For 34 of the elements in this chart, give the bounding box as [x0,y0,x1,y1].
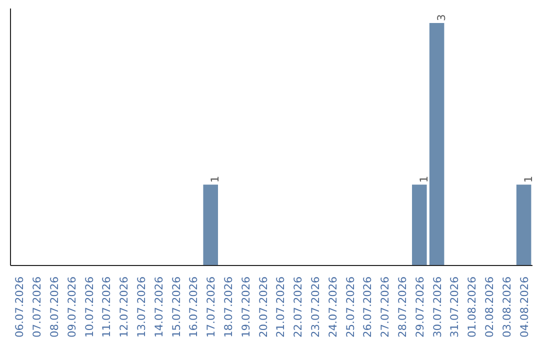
x-tick-label: 17.07.2026 [204,276,218,338]
x-tick-label: 19.07.2026 [239,276,252,338]
x-tick-label: 03.08.2026 [500,276,514,338]
x-tick-label: 30.07.2026 [430,276,444,338]
x-tick-label: 01.08.2026 [466,276,479,338]
x-tick-label: 21.07.2026 [274,276,288,338]
x-tick-label: 15.07.2026 [170,276,183,338]
x-tick-label: 22.07.2026 [292,276,305,338]
x-tick-label: 26.07.2026 [361,276,374,338]
x-tick-label: 08.07.2026 [48,276,61,338]
x-tick-label: 13.07.2026 [135,276,148,338]
x-tick-label: 28.07.2026 [396,276,409,338]
x-tick-label: 16.07.2026 [187,276,200,338]
x-tick-label: 09.07.2026 [65,276,78,338]
x-tick-label: 18.07.2026 [222,276,235,338]
x-tick-label: 04.08.2026 [518,276,531,338]
x-tick-label: 02.08.2026 [483,276,496,338]
data-label: 1 [522,176,535,183]
data-label: 1 [208,176,222,183]
x-tick-label: 31.07.2026 [448,276,462,338]
x-tick-label: 25.07.2026 [344,276,357,338]
x-tick-label: 07.07.2026 [30,276,44,338]
x-tick-label: 23.07.2026 [309,276,322,338]
x-tick-label: 24.07.2026 [326,276,340,338]
x-tick-label: 27.07.2026 [378,276,392,338]
x-tick-label: 14.07.2026 [152,276,166,338]
x-tick-label: 12.07.2026 [118,276,131,338]
x-tick-label: 10.07.2026 [82,276,96,338]
data-label: 1 [417,176,430,183]
x-tick-label: 20.07.2026 [256,276,270,338]
x-tick-label: 06.07.2026 [13,276,26,338]
x-tick-label: 29.07.2026 [413,276,426,338]
x-tick-label: 11.07.2026 [100,276,114,338]
data-label: 3 [434,14,448,22]
